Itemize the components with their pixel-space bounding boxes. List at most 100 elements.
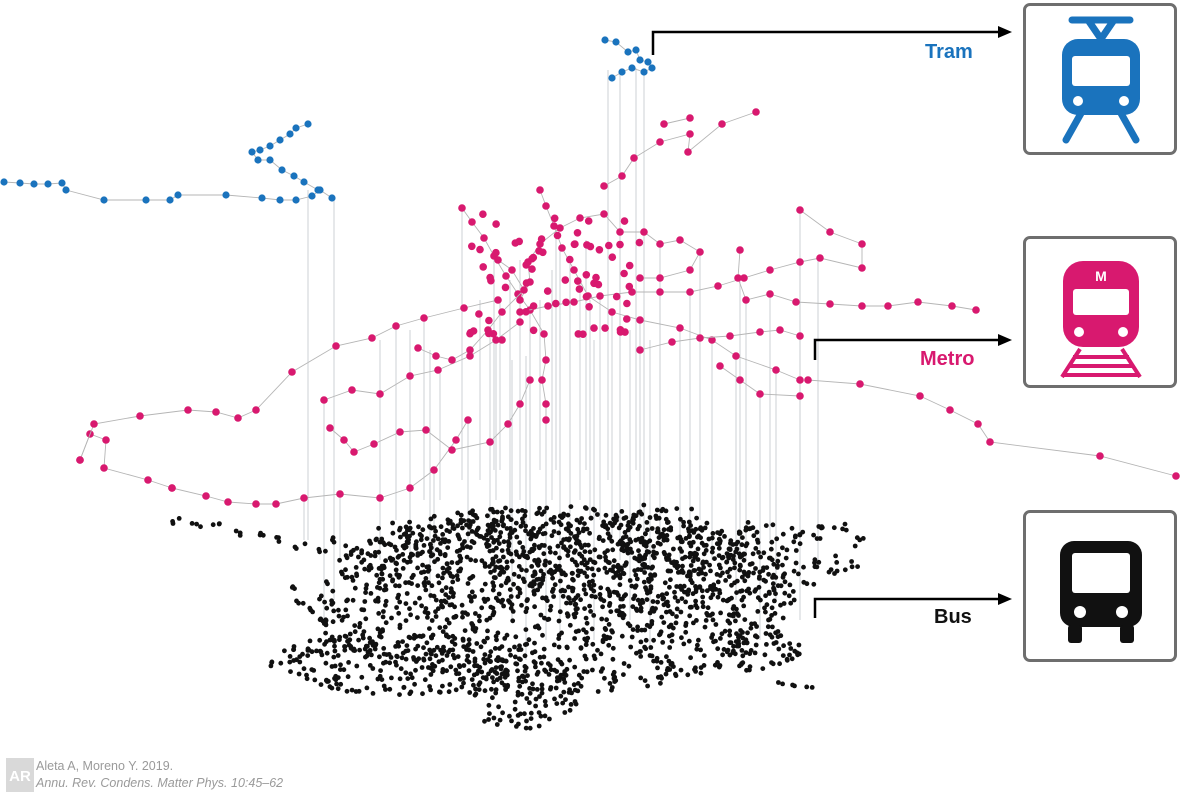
- bus-stop: [354, 545, 360, 551]
- metro-stop: [494, 296, 502, 304]
- bus-stop: [442, 552, 448, 557]
- bus-stop: [475, 525, 481, 531]
- bus-stop: [664, 667, 670, 673]
- bus-stop: [547, 716, 552, 722]
- metro-stop: [736, 376, 744, 384]
- bus-stop: [604, 570, 610, 575]
- bus-stop: [680, 556, 685, 562]
- metro-stop: [542, 202, 550, 210]
- bus-stop: [440, 575, 445, 581]
- bus-stop: [487, 564, 492, 569]
- bus-stop: [636, 548, 641, 554]
- bus-stop: [581, 582, 587, 588]
- bus-stop: [482, 564, 488, 569]
- bus-stop: [551, 515, 557, 520]
- bus-stop: [465, 643, 471, 648]
- bus-stop: [531, 591, 537, 597]
- bus-stop: [763, 593, 768, 599]
- bus-stop: [481, 596, 487, 602]
- bus-stop: [578, 569, 583, 575]
- bus-stop: [530, 650, 535, 656]
- tram-stop: [100, 196, 108, 204]
- bus-stop: [613, 678, 619, 683]
- bus-stop: [465, 612, 470, 617]
- metro-stop: [804, 376, 812, 384]
- bus-stop: [534, 671, 540, 677]
- bus-stop: [376, 549, 382, 555]
- bus-stop: [553, 685, 559, 691]
- metro-stop: [826, 300, 834, 308]
- bus-stop: [535, 510, 541, 515]
- metro-stop: [974, 420, 982, 428]
- bus-stop: [629, 634, 635, 640]
- bus-stop: [651, 658, 656, 664]
- bus-stop: [428, 651, 434, 656]
- metro-stop: [948, 302, 956, 310]
- bus-stop: [620, 611, 625, 616]
- bus-stop: [660, 640, 666, 645]
- metro-stop: [796, 392, 804, 400]
- bus-stop: [558, 588, 564, 594]
- bus-stop: [331, 608, 337, 614]
- metro-stop: [616, 228, 624, 236]
- bus-stop: [336, 613, 342, 619]
- bus-stop: [665, 603, 671, 609]
- bus-stop: [736, 634, 741, 640]
- bus-stop: [492, 669, 498, 675]
- bus-stop: [420, 549, 425, 555]
- bus-stop: [709, 535, 715, 541]
- bus-stop: [655, 593, 661, 599]
- bus-stop: [548, 603, 554, 609]
- metro-stop: [676, 236, 684, 244]
- bus-stop: [352, 648, 358, 653]
- tram-stop: [16, 179, 24, 187]
- metro-stop: [571, 240, 579, 248]
- bus-stop: [842, 521, 848, 527]
- bus-stop: [508, 551, 514, 557]
- metro-stop: [468, 242, 476, 251]
- metro-stop: [420, 314, 428, 322]
- bus-stop: [775, 629, 781, 634]
- bus-stop: [408, 612, 413, 618]
- credit-authors: Aleta A, Moreno Y. 2019.: [36, 759, 174, 773]
- bus-stop: [551, 529, 557, 534]
- bus-stop: [762, 652, 768, 658]
- bus-stop: [332, 648, 338, 654]
- bus-stop: [643, 637, 649, 643]
- bus-stop: [739, 661, 745, 666]
- bus-stop: [637, 523, 642, 529]
- bus-stop: [523, 528, 528, 534]
- bus-stop: [491, 509, 496, 515]
- metro-stop: [600, 210, 608, 218]
- bus-stop: [730, 613, 736, 619]
- bus-stop: [696, 571, 702, 577]
- bus-stop: [738, 563, 743, 569]
- bus-stop: [427, 656, 433, 662]
- metro-stop: [561, 276, 570, 284]
- metro-stop: [406, 484, 414, 492]
- bus-stop: [811, 532, 816, 538]
- bus-stop: [427, 684, 432, 689]
- bus-stop: [716, 664, 722, 670]
- bus-stop: [421, 569, 427, 575]
- bus-stop: [558, 659, 564, 665]
- bus-stop: [486, 530, 492, 536]
- bus-stop: [719, 528, 725, 534]
- metro-stop: [422, 426, 430, 434]
- bus-stop: [335, 653, 341, 658]
- bus-stop: [473, 530, 478, 535]
- bus-stop: [287, 654, 293, 659]
- metro-stop: [826, 228, 834, 236]
- bus-stop: [479, 587, 485, 593]
- bus-stop: [754, 634, 760, 640]
- bus-stop: [578, 597, 583, 603]
- bus-stop: [335, 686, 341, 692]
- bus-stop: [619, 509, 625, 514]
- bus-stop: [700, 600, 706, 605]
- bus-stop: [741, 557, 747, 563]
- tram-stop: [304, 120, 312, 128]
- bus-stop: [770, 575, 775, 580]
- bus-stop: [702, 525, 708, 531]
- bus-stop: [781, 601, 787, 606]
- bus-stop: [433, 653, 439, 659]
